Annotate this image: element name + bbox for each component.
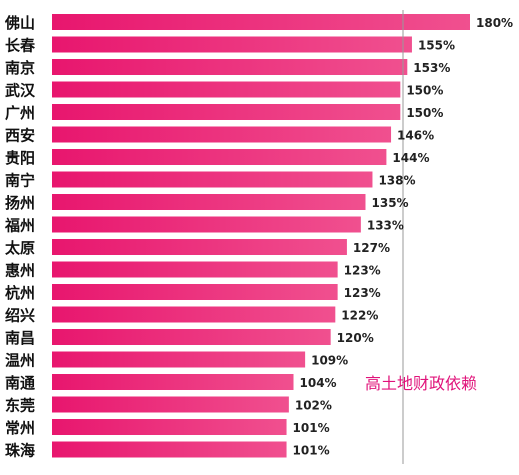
value-label: 146% — [397, 129, 434, 143]
category-label: 贵阳 — [5, 149, 35, 167]
category-label: 福州 — [4, 217, 35, 235]
bar-7 — [52, 149, 387, 165]
bar-13 — [52, 284, 338, 300]
category-label: 武汉 — [5, 82, 36, 100]
value-label: 104% — [300, 376, 337, 390]
bar-11 — [52, 239, 347, 255]
bar-8 — [52, 171, 373, 188]
bar-4 — [52, 81, 401, 98]
category-label: 广州 — [5, 104, 35, 122]
value-label: 102% — [295, 399, 332, 413]
category-label: 惠州 — [5, 262, 35, 280]
category-label: 绍兴 — [5, 307, 35, 325]
category-label: 温州 — [5, 352, 35, 370]
value-label: 155% — [418, 39, 455, 53]
category-label: 珠海 — [5, 442, 35, 460]
value-label: 101% — [293, 421, 330, 435]
value-label: 150% — [406, 84, 443, 98]
category-label: 扬州 — [5, 194, 35, 212]
bar-10 — [52, 216, 361, 233]
value-label: 127% — [353, 241, 390, 255]
bar-6 — [52, 126, 392, 143]
bars-layer — [52, 14, 470, 458]
value-label: 120% — [337, 331, 374, 345]
value-label: 150% — [406, 106, 443, 120]
value-label: 122% — [341, 309, 378, 323]
value-label: 180% — [476, 16, 513, 30]
category-label: 南通 — [5, 374, 35, 392]
bar-17 — [52, 374, 294, 390]
labels-layer: 佛山 180% 长春 155% 南京 153% 武汉 150% 广州 150% 西安 146% 贵阳 14… — [4, 14, 513, 460]
bar-1 — [52, 14, 470, 30]
value-label: 101% — [293, 444, 330, 458]
annotation-text: 高土地财政依赖 — [365, 374, 477, 393]
category-label: 常州 — [5, 419, 35, 437]
bar-5 — [52, 104, 401, 120]
bar-15 — [52, 329, 331, 345]
value-label: 138% — [378, 174, 415, 188]
category-label: 东莞 — [5, 397, 35, 415]
category-label: 杭州 — [5, 284, 35, 302]
category-label: 太原 — [5, 239, 35, 257]
bar-9 — [52, 194, 366, 210]
category-label: 南宁 — [5, 172, 35, 190]
value-label: 123% — [344, 286, 381, 300]
category-label: 南京 — [5, 59, 35, 77]
bar-16 — [52, 351, 306, 368]
bar-19 — [52, 419, 287, 435]
value-label: 153% — [413, 61, 450, 75]
value-label: 123% — [344, 264, 381, 278]
bar-2 — [52, 36, 412, 53]
category-label: 南昌 — [5, 329, 35, 347]
category-label: 西安 — [5, 127, 35, 145]
bar-12 — [52, 261, 338, 278]
value-label: 135% — [372, 196, 409, 210]
category-label: 长春 — [5, 37, 35, 55]
bar-20 — [52, 441, 287, 458]
bar-18 — [52, 396, 289, 413]
category-label: 佛山 — [4, 14, 35, 32]
bar-3 — [52, 59, 408, 75]
bar-14 — [52, 306, 336, 323]
value-label: 144% — [392, 151, 429, 165]
value-label: 133% — [367, 219, 404, 233]
value-label: 109% — [311, 354, 348, 368]
